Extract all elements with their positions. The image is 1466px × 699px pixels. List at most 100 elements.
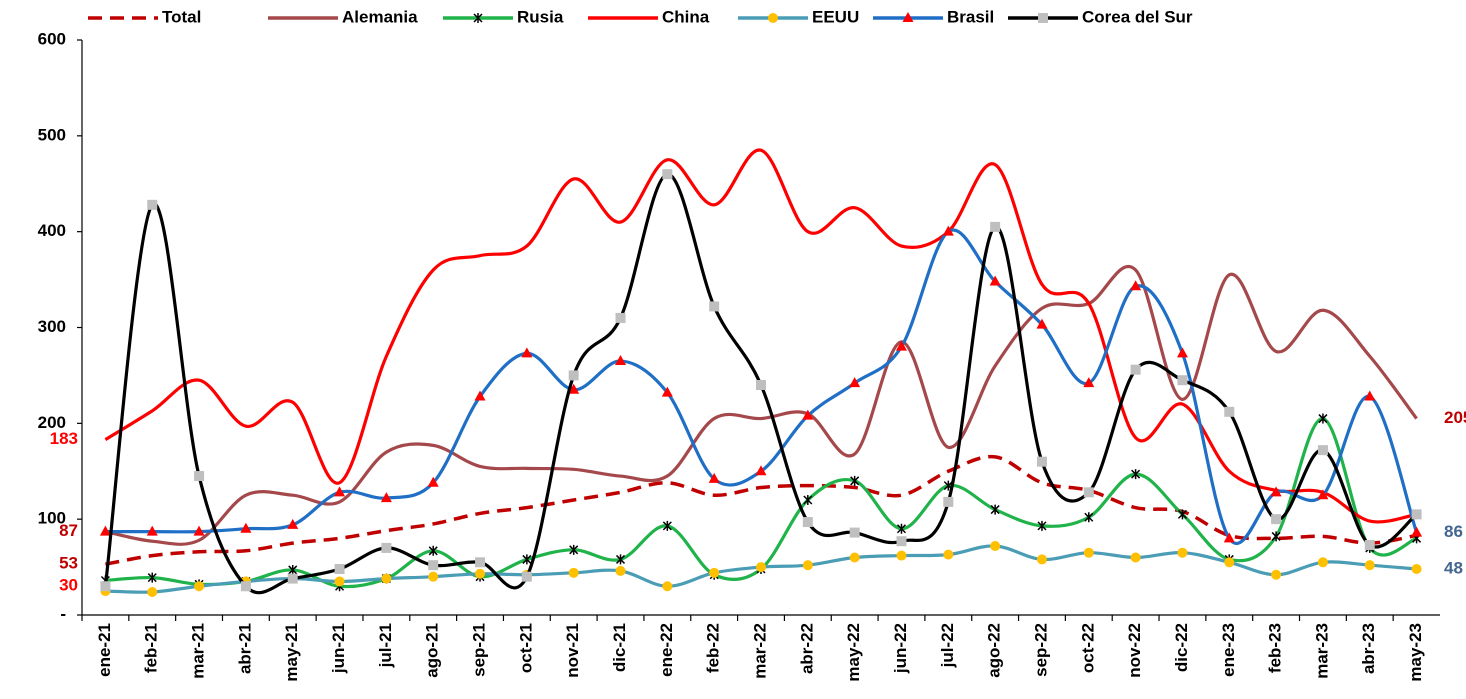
marker [1083,487,1094,498]
legend-label: Rusia [517,7,564,26]
y-tick-label: 600 [38,29,66,48]
marker [896,523,907,534]
marker [615,355,627,366]
marker [380,492,392,503]
marker [1177,375,1188,386]
marker [1177,547,1188,558]
x-tick-label: ago-22 [985,623,1004,678]
marker [990,221,1001,232]
marker [1130,280,1142,291]
marker [1223,532,1235,543]
marker [1176,347,1188,358]
y-tick-label: 200 [38,413,66,432]
marker [709,301,720,312]
x-tick-label: jul-21 [376,623,395,668]
marker [287,518,299,529]
marker [287,573,298,584]
marker [1130,364,1141,375]
marker [768,13,778,23]
marker [427,476,439,487]
marker [661,386,673,397]
y-tick-label: - [60,604,66,623]
data-label: 48 [1444,558,1463,577]
marker [428,571,439,582]
marker [147,572,157,583]
marker [193,525,205,536]
marker [381,542,392,553]
series-line [105,265,1418,546]
marker [1224,557,1235,568]
marker [240,522,252,533]
marker [1271,569,1282,580]
marker [194,581,205,592]
x-tick-label: may-23 [1406,623,1425,682]
marker [849,527,860,538]
marker [1270,486,1282,497]
marker [1084,512,1094,523]
data-label: 53 [59,554,78,573]
marker [849,377,861,388]
marker [334,564,345,574]
marker [568,383,580,394]
marker [334,486,346,497]
marker [802,409,814,420]
x-tick-label: abr-21 [235,623,254,674]
marker [756,562,766,573]
y-tick-label: 300 [38,317,66,336]
marker [990,504,1000,515]
x-tick-label: abr-22 [797,623,816,674]
marker [803,495,813,505]
marker [662,520,672,531]
data-label: 87 [59,521,78,540]
marker [662,169,673,180]
data-label: 30 [59,576,78,595]
x-tick-label: oct-22 [1078,623,1097,673]
y-tick-label: 400 [38,221,66,240]
x-tick-label: ago-21 [423,623,442,678]
x-tick-label: ene-21 [95,623,114,677]
marker [1224,406,1235,417]
marker [1411,509,1422,520]
marker [942,225,954,236]
marker [475,557,486,568]
y-tick-label: 100 [38,509,66,528]
marker [473,13,483,23]
marker [943,496,954,507]
marker [990,541,1001,551]
marker [755,465,767,476]
marker [1271,514,1282,525]
marker [147,199,158,210]
marker [1036,554,1047,565]
marker [902,12,914,22]
x-tick-label: sep-22 [1031,623,1050,677]
marker [1130,552,1141,563]
marker [802,517,813,528]
marker [850,475,860,486]
x-tick-label: dic-21 [610,623,629,672]
marker [1317,557,1328,568]
marker [1083,547,1094,558]
series-line [104,148,1417,524]
x-tick-label: mar-21 [189,623,208,679]
x-tick-label: mar-23 [1312,623,1331,679]
marker [1037,520,1047,531]
legend-label: EEUU [812,7,859,26]
x-tick-label: feb-21 [142,623,161,673]
x-tick-label: sep-21 [470,623,489,677]
y-tick-label: 500 [38,125,66,144]
marker [615,312,626,323]
marker [474,390,486,401]
legend-label: Brasil [947,7,994,26]
marker [100,581,111,592]
marker [1364,390,1376,401]
marker [288,564,298,575]
x-tick-label: may-21 [282,623,301,682]
marker [522,554,532,565]
x-tick-label: feb-23 [1266,623,1285,673]
x-tick-label: ene-23 [1219,623,1238,677]
legend-label: Total [162,7,201,26]
marker [802,560,813,571]
marker [1411,564,1422,574]
marker [1177,509,1187,520]
